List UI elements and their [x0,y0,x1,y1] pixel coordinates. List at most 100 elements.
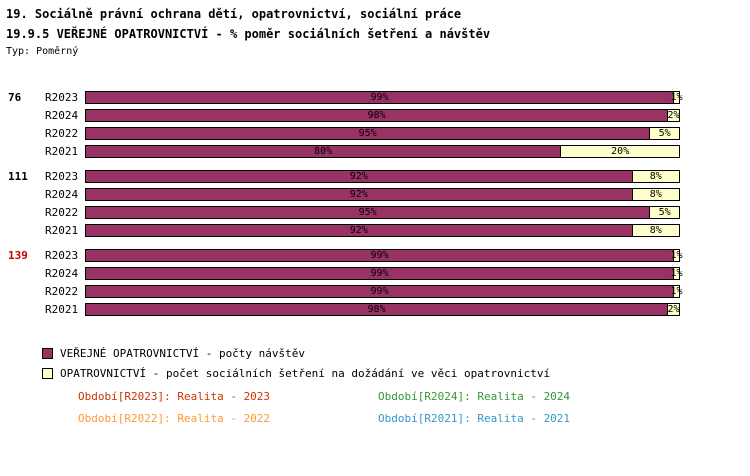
group-label [0,285,45,298]
segment-value-label: 5% [658,127,671,139]
visits-segment: 98% [86,303,668,315]
visits-segment: 92% [86,171,632,182]
period-label: R2022 [45,206,79,219]
stacked-bar: 92% 8% [85,224,680,237]
legend-label-visits: VEŘEJNÉ OPATROVNICTVÍ - počty návštěv [60,346,306,360]
stacked-bar: 99% 1% [85,91,683,104]
footnote-2021: Období[R2021]: Realita - 2021 [378,412,571,425]
period-label: R2024 [45,109,79,122]
period-label: R2023 [45,249,79,262]
stacked-bar: 80% 20% [85,145,680,158]
investigation-segment: 5% [649,128,679,139]
group-label [0,206,45,219]
visits-segment: 95% [86,206,650,218]
visits-segment: 92% [86,225,632,236]
chart-title: 19.9.5 VEŘEJNÉ OPATROVNICTVÍ - % poměr s… [6,27,491,41]
investigation-segment: 20% [560,146,679,157]
segment-value-label: 20% [611,145,630,157]
period-label: R2022 [45,285,79,298]
segment-value-label: 95% [358,206,377,218]
investigation-segment: 8% [631,188,679,200]
stacked-bar: 99% 1% [85,285,683,298]
bar-group: 139 R2023 99% 1% R2024 99% 1% R2022 99% 1% R2021 98… [0,249,683,316]
stacked-bar: 99% 1% [85,249,683,262]
visits-segment: 99% [86,267,674,279]
stacked-bar: 98% 2% [85,303,680,316]
segment-value-label: 98% [367,303,386,315]
investigation-segment: 1% [670,267,683,279]
segment-value-label: 2% [667,109,680,121]
segment-value-label: 1% [670,267,683,279]
investigation-segment: 5% [649,207,679,218]
segment-value-label: 1% [670,285,683,297]
investigation-segment: 2% [667,109,680,121]
visits-segment: 95% [86,127,650,139]
visits-segment: 99% [86,91,674,103]
investigation-segment: 1% [670,285,683,297]
segment-value-label: 1% [670,249,683,261]
visits-segment: 99% [86,250,674,261]
stacked-bar: 92% 8% [85,188,680,201]
visits-segment: 80% [86,145,561,157]
segment-value-label: 2% [667,303,680,315]
segment-value-label: 8% [649,188,662,200]
legend-item-visits: VEŘEJNÉ OPATROVNICTVÍ - počty návštěv [42,343,550,363]
group-label [0,224,45,237]
visits-segment: 98% [86,109,668,121]
segment-value-label: 98% [367,109,386,121]
period-label: R2023 [45,170,79,183]
segment-value-label: 95% [358,127,377,139]
segment-value-label: 99% [370,285,389,297]
group-label [0,267,45,280]
bar-row: 76 R2023 99% 1% [0,91,683,104]
segment-value-label: 80% [314,145,333,157]
bar-row: R2022 95% 5% [0,206,680,219]
period-label: R2021 [45,224,79,237]
period-label: R2021 [45,145,79,158]
chart-rows: 76 R2023 99% 1% R2024 98% 2% R2022 95% 5% R2021 80%… [0,91,683,328]
footnote-2024: Období[R2024]: Realita - 2024 [378,390,571,403]
stacked-bar: 99% 1% [85,267,683,280]
bar-row: 111 R2023 92% 8% [0,170,680,183]
investigation-segment: 8% [631,225,679,236]
bar-row: R2024 99% 1% [0,267,683,280]
stacked-bar: 95% 5% [85,206,680,219]
segment-value-label: 92% [349,170,368,182]
legend-swatch-investigations [42,367,53,379]
segment-value-label: 99% [370,267,389,279]
bar-row: R2021 98% 2% [0,303,680,316]
investigation-segment: 8% [631,170,679,182]
period-label: R2021 [45,303,79,316]
bar-row: R2022 99% 1% [0,285,683,298]
investigation-segment: 1% [670,249,683,261]
bar-row: R2021 92% 8% [0,224,680,237]
footnote-2022: Období[R2022]: Realita - 2022 [78,412,271,425]
group-label [0,109,45,122]
bar-row: R2024 92% 8% [0,188,680,201]
group-label: 76 [8,91,22,104]
group-label [0,188,45,201]
segment-value-label: 1% [670,91,683,103]
footnote-2023: Období[R2023]: Realita - 2023 [78,390,271,403]
segment-value-label: 8% [649,170,662,182]
bar-row: R2022 95% 5% [0,127,680,140]
group-label: 111 [8,170,28,183]
report-title: 19. Sociálně právní ochrana dětí, opatro… [6,7,462,21]
visits-segment: 99% [86,285,674,297]
period-label: R2023 [45,91,79,104]
bar-group: 111 R2023 92% 8% R2024 92% 8% R2022 95% 5% R2021 92… [0,170,680,237]
period-label: R2024 [45,188,79,201]
segment-value-label: 92% [349,224,368,236]
group-label [0,127,45,140]
segment-value-label: 5% [658,206,671,218]
stacked-bar: 98% 2% [85,109,680,122]
period-label: R2024 [45,267,79,280]
group-label [0,145,45,158]
investigation-segment: 2% [667,303,680,315]
segment-value-label: 92% [349,188,368,200]
segment-value-label: 99% [370,91,389,103]
bar-group: 76 R2023 99% 1% R2024 98% 2% R2022 95% 5% R2021 80%… [0,91,683,158]
bar-row: 139 R2023 99% 1% [0,249,683,262]
stacked-bar: 95% 5% [85,127,680,140]
